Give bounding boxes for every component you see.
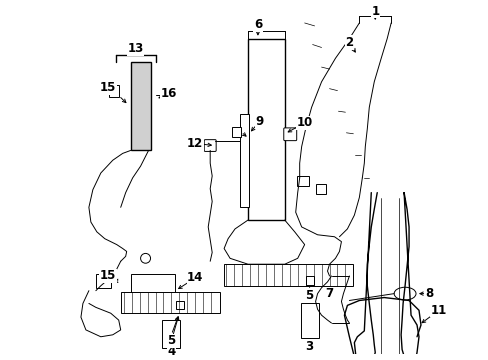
Text: 3: 3 <box>305 340 313 353</box>
FancyBboxPatch shape <box>108 85 119 96</box>
Text: 15: 15 <box>100 270 116 283</box>
Text: 4: 4 <box>167 345 175 358</box>
Text: 6: 6 <box>253 18 262 31</box>
FancyBboxPatch shape <box>204 140 216 152</box>
FancyBboxPatch shape <box>296 176 308 186</box>
Text: 14: 14 <box>187 271 203 284</box>
FancyBboxPatch shape <box>300 303 318 338</box>
Text: 13: 13 <box>127 42 143 55</box>
FancyBboxPatch shape <box>283 128 296 141</box>
FancyBboxPatch shape <box>96 274 111 288</box>
FancyBboxPatch shape <box>130 62 150 150</box>
Text: 10: 10 <box>296 117 312 130</box>
Text: 5: 5 <box>167 334 175 347</box>
FancyBboxPatch shape <box>224 264 353 286</box>
Text: 15: 15 <box>100 81 116 94</box>
FancyBboxPatch shape <box>121 292 220 313</box>
Text: 5: 5 <box>305 289 313 302</box>
FancyBboxPatch shape <box>162 320 180 347</box>
Text: 8: 8 <box>424 287 432 300</box>
FancyBboxPatch shape <box>176 301 184 309</box>
FancyBboxPatch shape <box>305 276 313 285</box>
FancyBboxPatch shape <box>240 114 248 207</box>
FancyBboxPatch shape <box>130 274 175 292</box>
Ellipse shape <box>393 287 415 300</box>
Text: 12: 12 <box>187 137 203 150</box>
FancyBboxPatch shape <box>232 127 241 137</box>
Text: 7: 7 <box>325 287 333 300</box>
Text: 11: 11 <box>430 304 446 317</box>
Text: 1: 1 <box>370 5 379 18</box>
FancyBboxPatch shape <box>315 184 325 194</box>
FancyBboxPatch shape <box>247 39 284 220</box>
Text: 2: 2 <box>345 36 353 49</box>
Text: 16: 16 <box>160 87 176 100</box>
Text: 9: 9 <box>255 114 264 127</box>
